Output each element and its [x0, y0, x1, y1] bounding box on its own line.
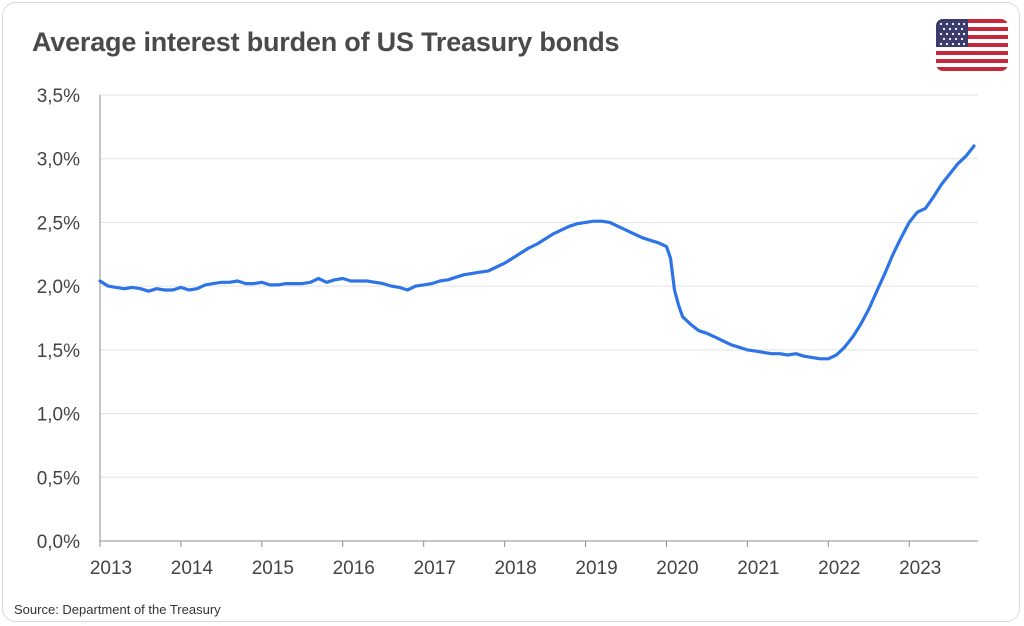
us-flag-icon [936, 19, 1008, 71]
x-tick-label: 2022 [818, 558, 860, 579]
x-axis: 2013 2014 2015 2016 2017 2018 2019 2020 2021 2022… [90, 540, 978, 579]
y-tick-label: 3,0% [37, 150, 80, 171]
x-tick-label: 2021 [737, 558, 779, 579]
y-axis: 0,0% 0,5% 1,0% 1,5% 2,0% 2,5% 3,0% 3,5% [37, 86, 101, 553]
x-tick-label: 2019 [575, 558, 617, 579]
y-tick-label: 2,0% [37, 277, 80, 298]
plot-area [98, 144, 976, 361]
y-tick-label: 1,0% [37, 405, 80, 426]
source-note: Source: Department of the Treasury [14, 602, 221, 617]
gridlines [100, 94, 978, 478]
y-tick-label: 0,0% [37, 532, 80, 553]
y-tick-label: 0,5% [37, 468, 80, 489]
x-tick-label: 2014 [171, 558, 214, 579]
y-tick-label: 2,5% [37, 213, 80, 234]
chart-title: Average interest burden of US Treasury b… [32, 27, 620, 57]
x-tick-label: 2013 [90, 558, 132, 579]
x-tick-label: 2016 [333, 558, 375, 579]
y-tick-label: 3,5% [37, 86, 80, 107]
x-tick-label: 2015 [252, 558, 294, 579]
x-tick-label: 2020 [656, 558, 698, 579]
x-tick-label: 2018 [494, 558, 536, 579]
x-tick-label: 2023 [899, 558, 941, 579]
y-tick-label: 1,5% [37, 341, 80, 362]
x-tick-label: 2017 [414, 558, 456, 579]
series-line [98, 144, 976, 361]
